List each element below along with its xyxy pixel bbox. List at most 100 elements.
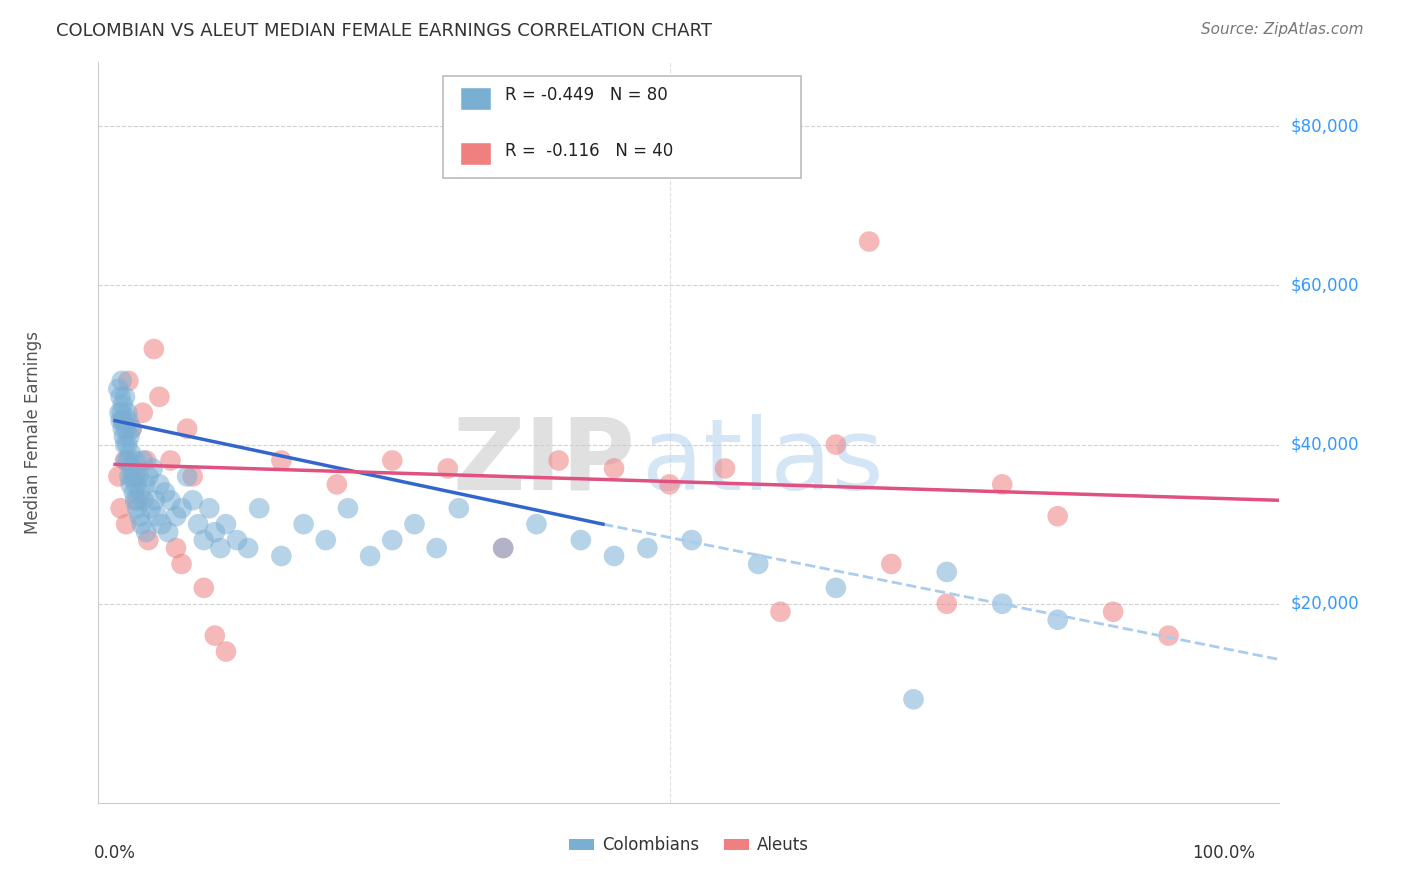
Point: [111, 422, 134, 436]
Point: [193, 581, 215, 595]
Point: [146, 509, 169, 524]
Point: [159, 453, 181, 467]
Point: [150, 517, 173, 532]
Point: [381, 533, 404, 547]
Point: [204, 629, 226, 643]
Point: [127, 501, 149, 516]
Point: [153, 485, 176, 500]
Point: [127, 469, 149, 483]
Point: [134, 477, 156, 491]
Point: [135, 525, 157, 540]
Text: Source: ZipAtlas.com: Source: ZipAtlas.com: [1201, 22, 1364, 37]
Point: [270, 549, 292, 563]
Point: [181, 493, 204, 508]
Text: 0.0%: 0.0%: [94, 844, 136, 862]
Text: R = -0.449   N = 80: R = -0.449 N = 80: [505, 87, 668, 104]
Point: [547, 453, 569, 467]
Point: [292, 517, 315, 532]
Point: [935, 565, 957, 579]
Text: $20,000: $20,000: [1291, 595, 1360, 613]
Point: [121, 422, 143, 436]
Point: [1046, 509, 1069, 524]
Point: [125, 477, 148, 491]
Point: [110, 414, 132, 428]
Point: [136, 533, 159, 547]
Text: atlas: atlas: [641, 414, 883, 511]
Point: [569, 533, 592, 547]
Point: [120, 477, 142, 491]
Point: [148, 477, 170, 491]
Point: [204, 525, 226, 540]
Point: [236, 541, 259, 555]
Point: [215, 644, 238, 658]
Point: [142, 461, 165, 475]
Point: [118, 429, 141, 443]
Point: [139, 501, 162, 516]
Point: [136, 469, 159, 483]
Point: [128, 509, 150, 524]
Point: [111, 406, 134, 420]
Text: ZIP: ZIP: [453, 414, 636, 511]
Point: [1102, 605, 1125, 619]
Point: [991, 597, 1014, 611]
Point: [176, 469, 198, 483]
Point: [159, 493, 181, 508]
Point: [121, 469, 143, 483]
Point: [825, 437, 848, 451]
Point: [117, 453, 139, 467]
Point: [117, 437, 139, 451]
Point: [825, 581, 848, 595]
Point: [215, 517, 238, 532]
Point: [115, 453, 138, 467]
Point: [181, 469, 204, 483]
Point: [117, 406, 139, 420]
Point: [120, 445, 142, 459]
Point: [129, 485, 152, 500]
Point: [681, 533, 703, 547]
Point: [714, 461, 737, 475]
Point: [436, 461, 458, 475]
Point: [658, 477, 681, 491]
Point: [111, 374, 134, 388]
Point: [603, 461, 626, 475]
Point: [603, 549, 626, 563]
Point: [118, 469, 141, 483]
Point: [991, 477, 1014, 491]
Point: [148, 390, 170, 404]
Point: [447, 501, 470, 516]
Point: [112, 414, 135, 428]
Point: [132, 406, 155, 420]
Point: [636, 541, 658, 555]
Point: [935, 597, 957, 611]
Point: [107, 382, 129, 396]
Point: [170, 501, 193, 516]
Point: [117, 414, 139, 428]
Text: Median Female Earnings: Median Female Earnings: [24, 331, 42, 534]
Point: [903, 692, 925, 706]
Text: $40,000: $40,000: [1291, 435, 1360, 453]
Point: [198, 501, 221, 516]
Point: [111, 398, 134, 412]
Point: [115, 517, 138, 532]
Point: [165, 509, 187, 524]
Point: [404, 517, 426, 532]
Point: [132, 453, 155, 467]
Point: [132, 493, 155, 508]
Point: [111, 414, 134, 428]
Point: [124, 493, 146, 508]
Text: COLOMBIAN VS ALEUT MEDIAN FEMALE EARNINGS CORRELATION CHART: COLOMBIAN VS ALEUT MEDIAN FEMALE EARNING…: [56, 22, 713, 40]
Point: [124, 453, 146, 467]
Point: [381, 453, 404, 467]
Point: [426, 541, 449, 555]
Point: [492, 541, 515, 555]
Point: [107, 469, 129, 483]
Point: [170, 557, 193, 571]
Point: [193, 533, 215, 547]
Point: [124, 469, 146, 483]
Text: 100.0%: 100.0%: [1192, 844, 1256, 862]
Point: [336, 501, 359, 516]
Point: [115, 422, 138, 436]
Point: [326, 477, 349, 491]
Point: [858, 235, 880, 249]
Point: [270, 453, 292, 467]
